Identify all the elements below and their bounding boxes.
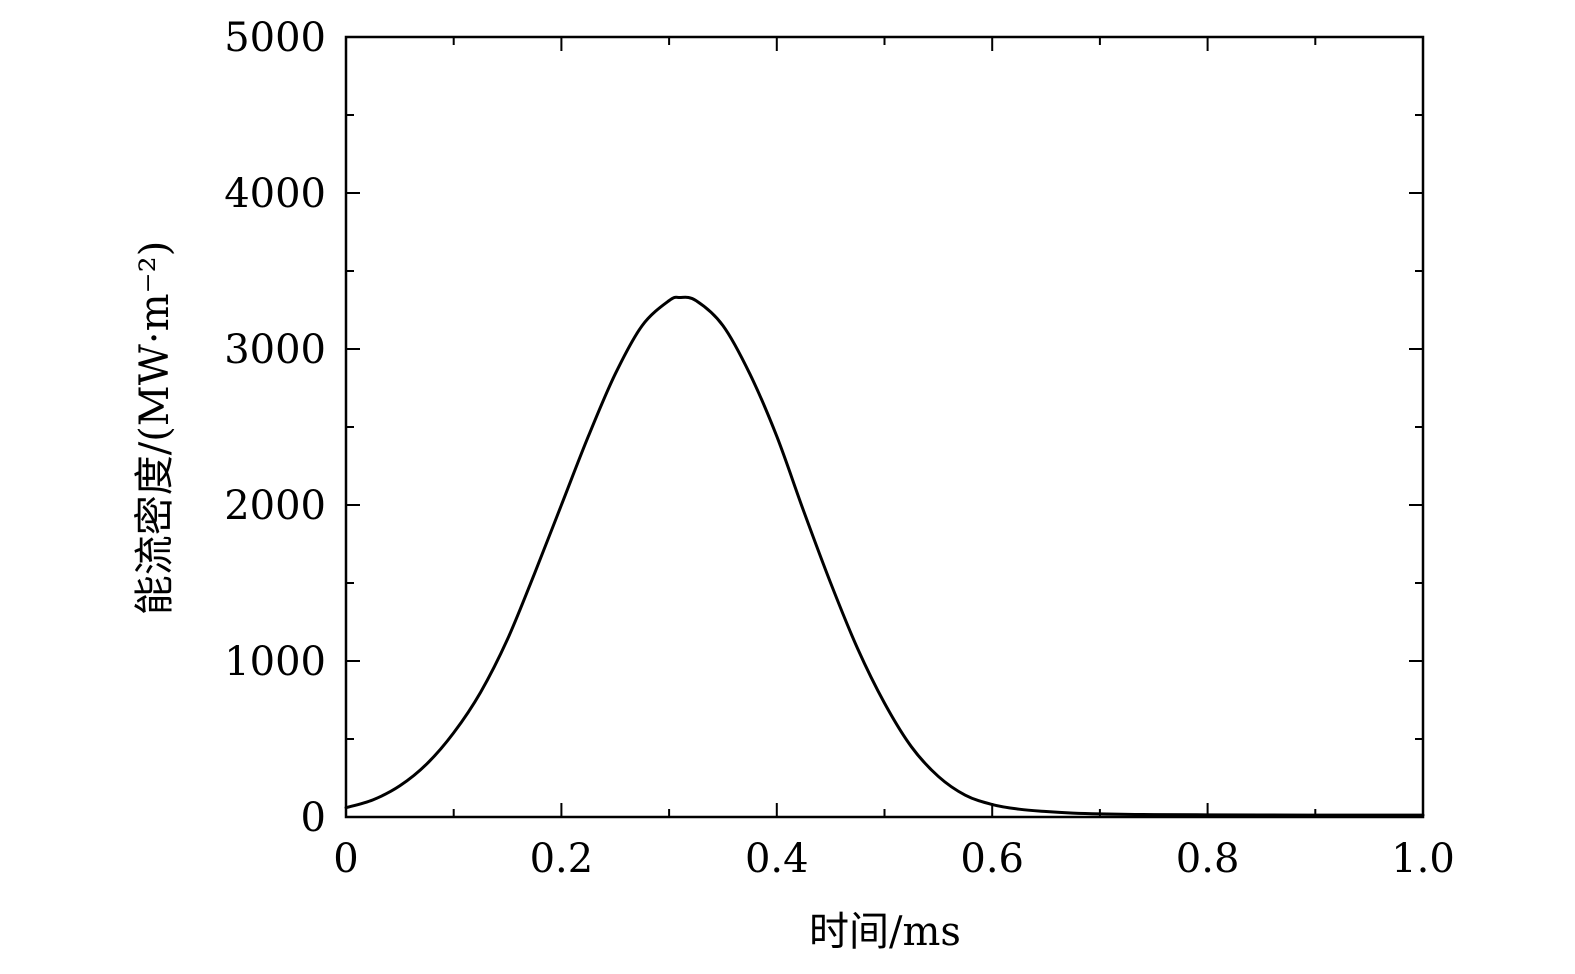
y-axis-title: 能流密度/(MW·m⁻²): [132, 241, 178, 616]
minor-ticks: [346, 37, 1423, 817]
x-tick-label: 1.0: [1391, 836, 1455, 882]
y-tick-label: 2000: [224, 483, 326, 529]
y-tick-label: 1000: [224, 639, 326, 685]
plot-area-frame: [344, 35, 1425, 819]
x-axis-title: 时间/ms: [809, 909, 961, 955]
y-tick-labels: 0 1000 2000 3000 4000 5000: [224, 15, 326, 841]
x-tick-label: 0.6: [960, 836, 1024, 882]
x-tick-label: 0.8: [1176, 836, 1240, 882]
y-tick-label: 5000: [224, 15, 326, 61]
y-tick-label: 3000: [224, 327, 326, 373]
x-tick-label: 0: [333, 836, 358, 882]
x-tick-label: 0.2: [530, 836, 594, 882]
y-tick-label: 4000: [224, 171, 326, 217]
x-tick-label: 0.4: [745, 836, 809, 882]
x-tick-labels: 0 0.2 0.4 0.6 0.8 1.0: [333, 836, 1455, 882]
series-line: [344, 295, 1425, 817]
y-tick-label: 0: [301, 795, 326, 841]
